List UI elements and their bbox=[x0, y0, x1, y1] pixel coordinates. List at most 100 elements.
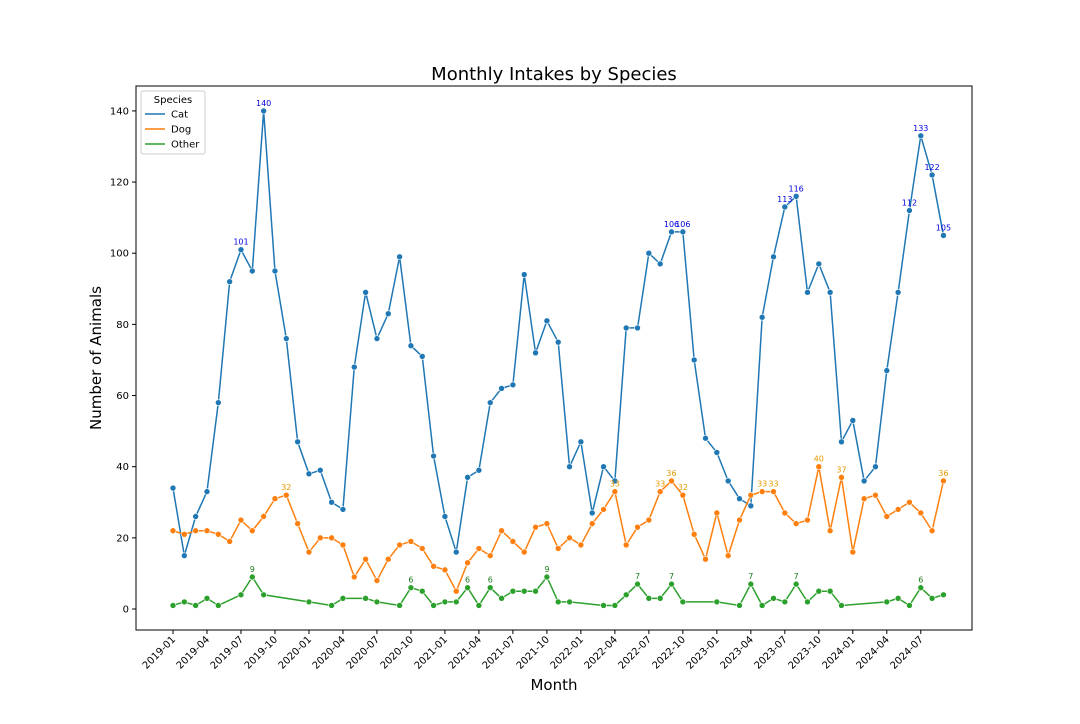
data-point bbox=[509, 587, 517, 595]
data-point bbox=[215, 602, 222, 609]
data-point bbox=[860, 477, 868, 485]
data-point bbox=[260, 107, 267, 115]
data-point bbox=[282, 335, 290, 342]
data-point bbox=[475, 545, 483, 552]
data-label: 40 bbox=[814, 455, 824, 464]
data-point bbox=[260, 513, 267, 520]
data-point bbox=[645, 595, 653, 602]
data-point bbox=[203, 595, 211, 602]
data-point bbox=[906, 602, 913, 609]
chart-title: Monthly Intakes by Species bbox=[431, 64, 677, 85]
data-label: 112 bbox=[902, 199, 917, 208]
data-point bbox=[396, 253, 403, 261]
data-point bbox=[520, 587, 528, 595]
data-point bbox=[418, 587, 426, 595]
data-label: 9 bbox=[250, 565, 255, 574]
data-point bbox=[407, 538, 415, 545]
data-point bbox=[498, 385, 505, 392]
data-point bbox=[634, 580, 641, 588]
data-label: 101 bbox=[233, 238, 248, 247]
data-point bbox=[192, 527, 199, 535]
data-point bbox=[543, 573, 551, 581]
data-point bbox=[181, 530, 188, 538]
data-point bbox=[883, 513, 891, 520]
data-point bbox=[407, 342, 415, 350]
data-point bbox=[770, 595, 777, 602]
data-point bbox=[838, 602, 845, 609]
data-point bbox=[940, 477, 947, 485]
data-point bbox=[883, 367, 891, 374]
data-point bbox=[509, 538, 517, 545]
y-tick-label: 80 bbox=[116, 320, 129, 331]
data-label: 113 bbox=[777, 195, 792, 204]
data-label: 140 bbox=[256, 99, 271, 108]
data-point bbox=[475, 466, 483, 474]
data-point bbox=[192, 602, 199, 609]
data-point bbox=[849, 417, 857, 424]
data-point bbox=[792, 580, 800, 588]
data-point bbox=[305, 548, 313, 556]
plot-frame bbox=[135, 85, 973, 631]
data-label: 122 bbox=[924, 163, 939, 172]
data-point bbox=[860, 495, 868, 503]
data-point bbox=[815, 587, 823, 595]
data-label: 6 bbox=[488, 576, 493, 585]
data-point bbox=[305, 470, 313, 478]
data-point bbox=[396, 541, 403, 549]
data-point bbox=[758, 313, 766, 321]
data-point bbox=[430, 602, 437, 609]
data-point bbox=[430, 452, 437, 460]
data-label: 116 bbox=[789, 184, 804, 193]
data-point bbox=[498, 527, 505, 535]
data-point bbox=[305, 598, 313, 606]
data-point bbox=[826, 527, 834, 535]
data-point bbox=[486, 552, 494, 559]
data-point bbox=[452, 548, 460, 556]
data-point bbox=[656, 595, 664, 602]
data-point bbox=[622, 541, 630, 549]
data-point bbox=[792, 520, 800, 527]
data-point bbox=[588, 520, 596, 527]
data-point bbox=[373, 577, 381, 584]
data-point bbox=[396, 602, 403, 609]
data-label: 106 bbox=[664, 220, 679, 229]
data-point bbox=[294, 520, 301, 527]
data-point bbox=[169, 484, 177, 492]
data-label: 7 bbox=[794, 572, 799, 581]
y-tick-label: 0 bbox=[123, 605, 129, 616]
data-point bbox=[736, 495, 743, 503]
data-point bbox=[554, 338, 562, 346]
data-label: 106 bbox=[675, 220, 690, 229]
data-point bbox=[928, 527, 936, 535]
y-tick-label: 120 bbox=[110, 178, 129, 189]
data-point bbox=[237, 516, 245, 524]
data-label: 36 bbox=[666, 469, 676, 478]
data-point bbox=[940, 591, 947, 599]
data-point bbox=[928, 171, 936, 179]
data-label: 36 bbox=[938, 469, 948, 478]
data-point bbox=[362, 595, 369, 602]
data-point bbox=[350, 573, 358, 581]
data-point bbox=[215, 530, 222, 538]
data-point bbox=[872, 491, 879, 499]
data-point bbox=[339, 595, 347, 602]
data-label: 7 bbox=[748, 572, 753, 581]
data-point bbox=[679, 598, 687, 606]
data-point bbox=[894, 595, 902, 602]
data-point bbox=[486, 584, 494, 591]
data-point bbox=[328, 602, 335, 609]
data-point bbox=[169, 527, 177, 535]
data-point bbox=[441, 566, 449, 574]
data-point bbox=[634, 523, 641, 531]
data-point bbox=[804, 598, 811, 606]
y-axis-label: Number of Animals bbox=[87, 286, 105, 430]
data-point bbox=[384, 310, 392, 318]
data-label: 7 bbox=[669, 572, 674, 581]
data-point bbox=[498, 595, 505, 602]
data-point bbox=[520, 271, 528, 278]
data-point bbox=[316, 466, 324, 474]
data-point bbox=[169, 602, 177, 609]
data-point bbox=[894, 289, 902, 296]
data-point bbox=[520, 548, 528, 556]
